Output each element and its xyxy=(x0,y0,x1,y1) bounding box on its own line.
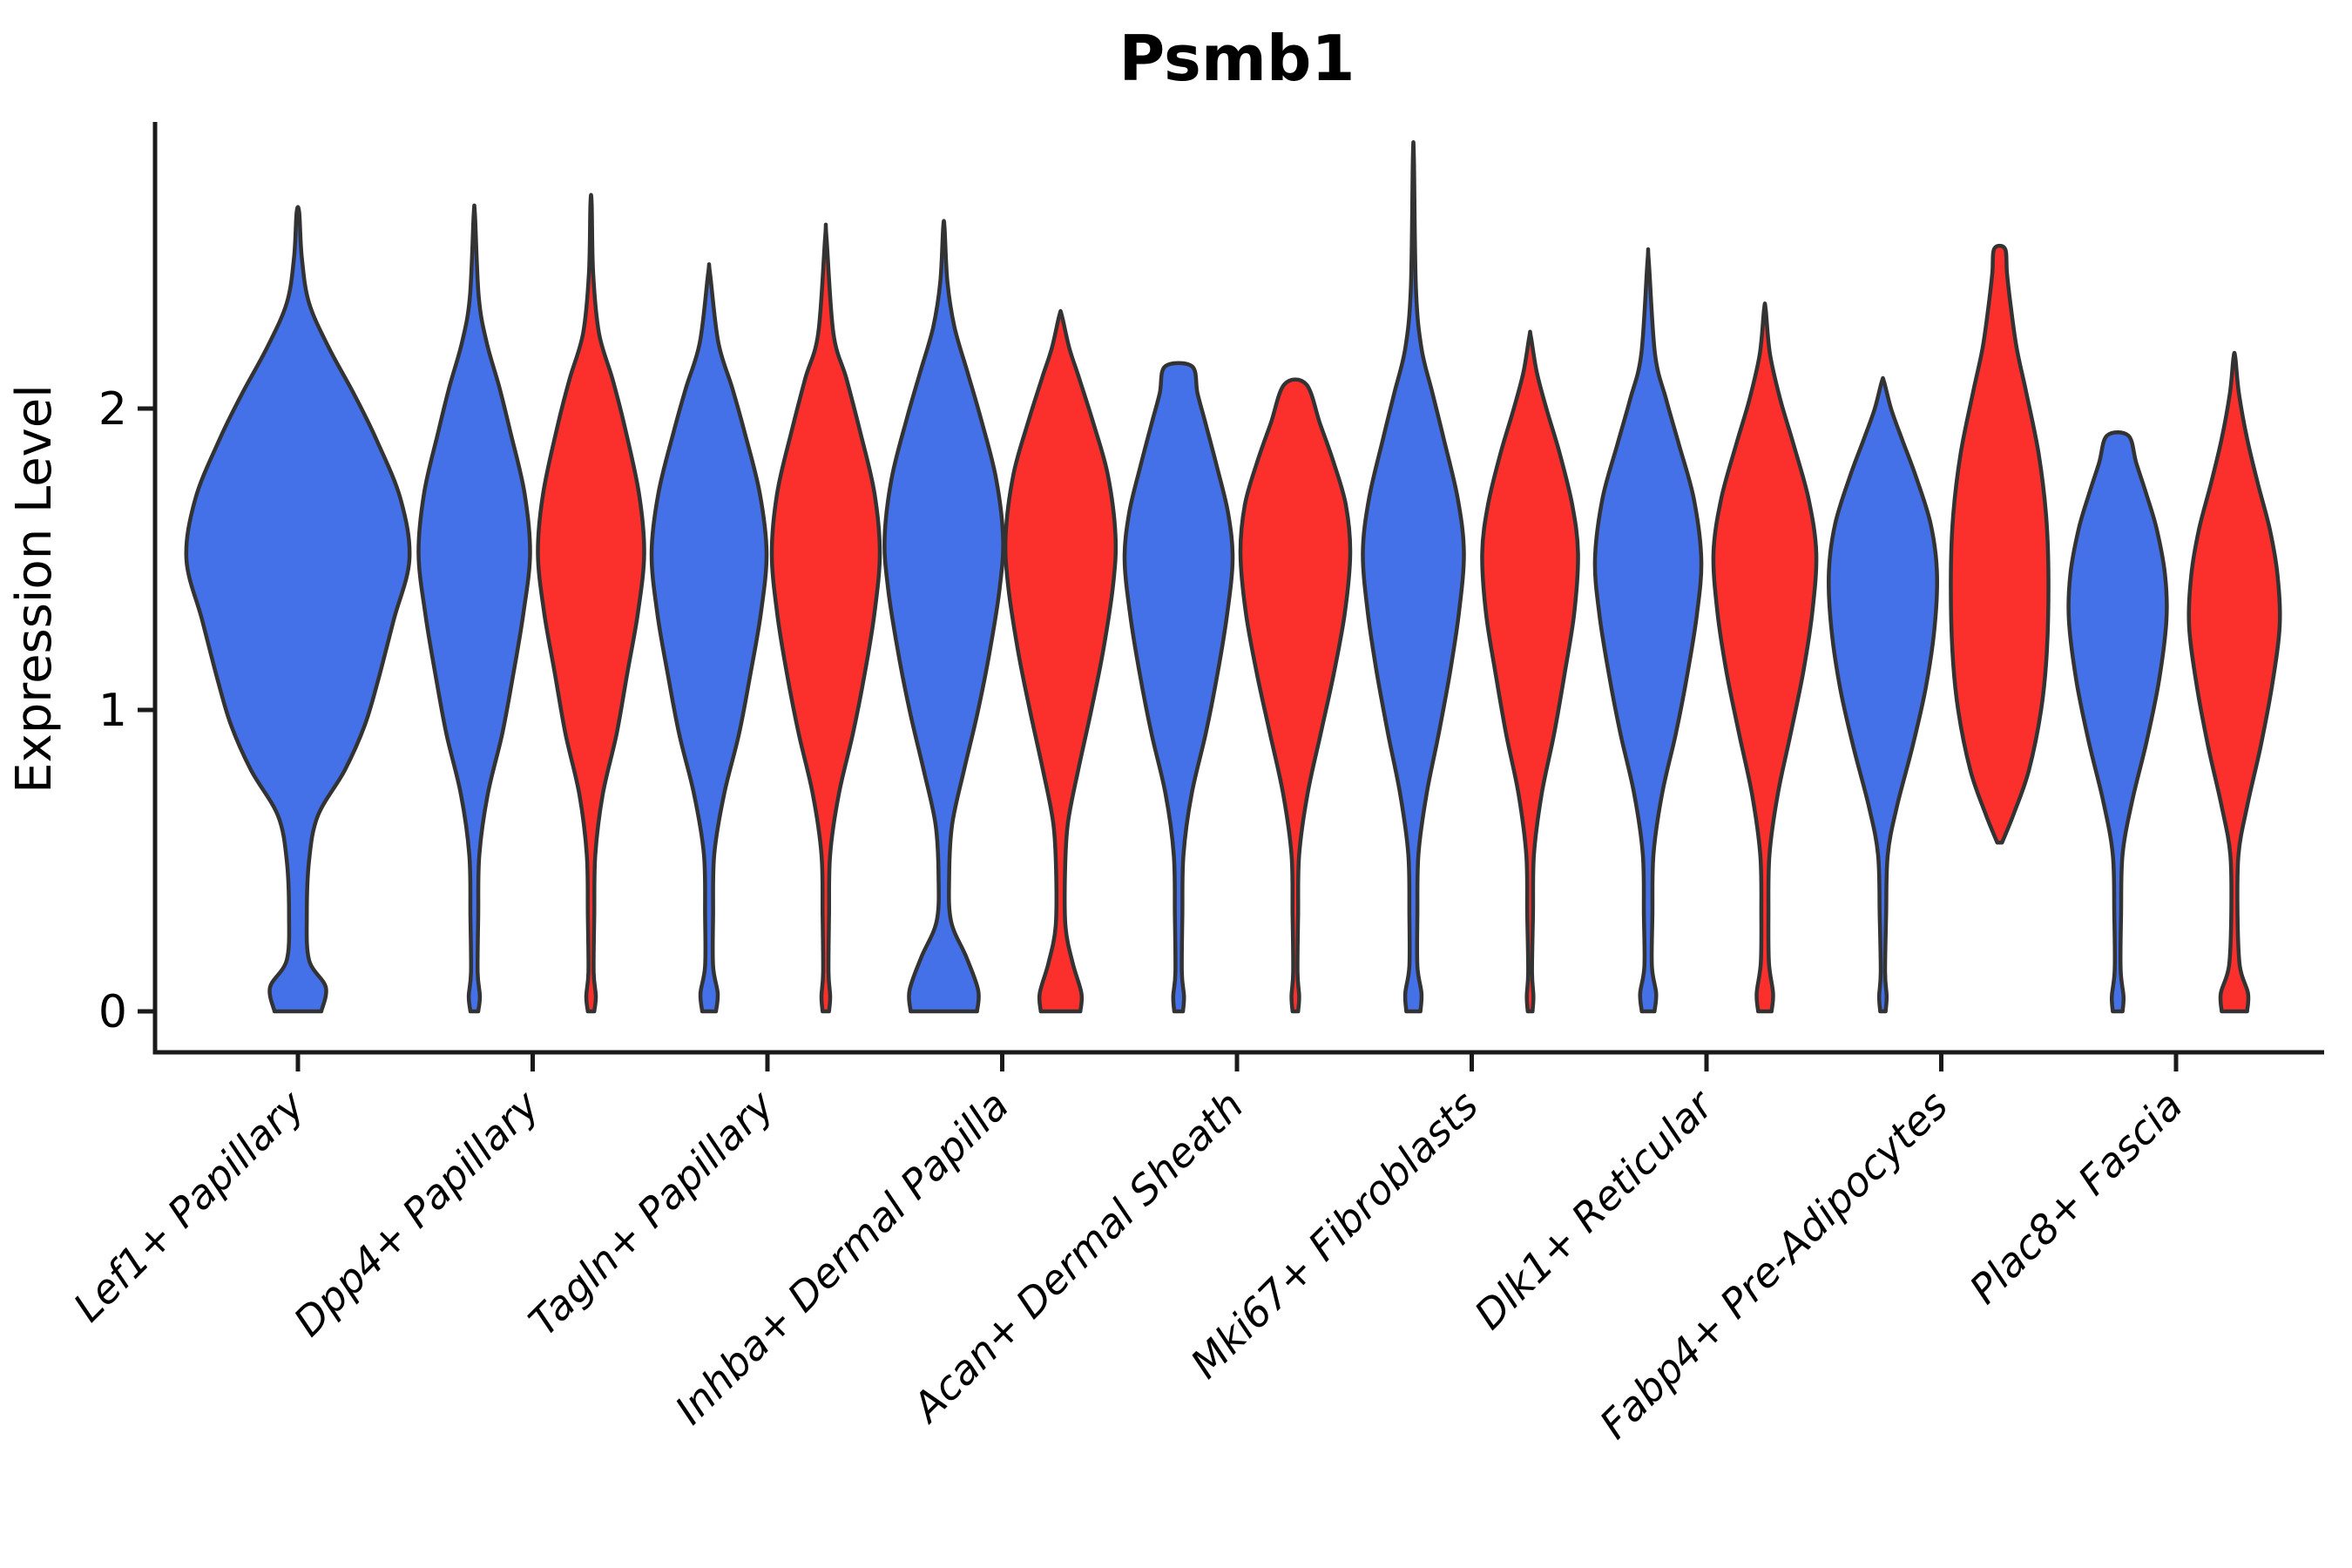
violin-7-red xyxy=(1949,243,2051,845)
violin-7-blue xyxy=(1827,375,1939,1014)
violin-3-blue xyxy=(882,219,1005,1014)
violin-1-red xyxy=(536,193,646,1014)
y-axis-label: Expression Level xyxy=(6,384,63,794)
violin-5-red xyxy=(1480,329,1580,1014)
violin-8-blue xyxy=(2066,429,2169,1014)
violin-1-blue xyxy=(416,203,532,1014)
violin-4-red xyxy=(1238,377,1353,1014)
violin-6-red xyxy=(1711,301,1819,1014)
y-axis-ticks: 0 1 2 xyxy=(98,383,155,1038)
violin-5-blue xyxy=(1361,139,1466,1014)
violin-layer xyxy=(184,139,2282,1014)
violin-8-red xyxy=(2186,350,2282,1014)
violin-4-blue xyxy=(1122,361,1235,1014)
violin-2-blue xyxy=(649,262,769,1014)
violin-0-blue xyxy=(184,205,412,1014)
violin-2-red xyxy=(769,222,882,1014)
y-tick-label: 1 xyxy=(98,685,127,737)
violin-6-blue xyxy=(1592,247,1704,1014)
y-tick-label: 0 xyxy=(98,986,127,1038)
chart-title: Psmb1 xyxy=(1119,22,1355,95)
y-tick-label: 2 xyxy=(98,383,127,436)
violin-3-red xyxy=(1003,308,1119,1014)
